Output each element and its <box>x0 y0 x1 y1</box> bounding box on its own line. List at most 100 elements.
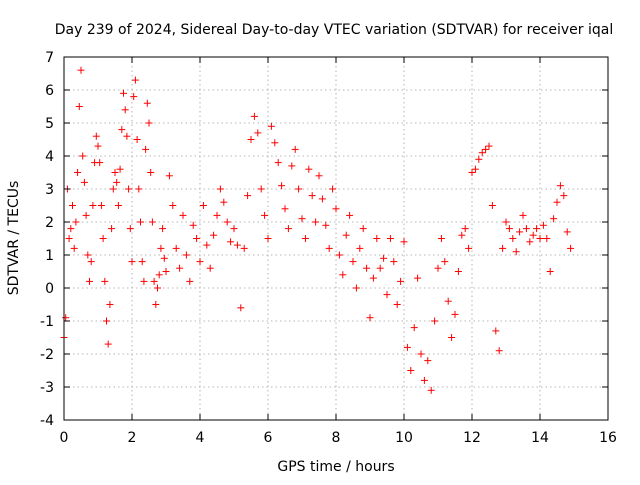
data-point <box>108 225 116 233</box>
data-point <box>339 271 347 279</box>
y-tick-label: -2 <box>40 347 54 363</box>
data-point <box>160 254 168 262</box>
data-point <box>97 202 105 209</box>
data-point <box>373 235 381 242</box>
data-point <box>550 215 558 223</box>
data-point <box>318 195 326 203</box>
y-tick-label: 0 <box>45 281 54 297</box>
x-tick-label: 0 <box>60 430 69 446</box>
data-point <box>468 169 476 176</box>
data-point <box>257 185 265 193</box>
data-point <box>410 324 418 332</box>
data-point <box>475 155 483 163</box>
data-point <box>526 238 534 246</box>
data-point <box>196 258 204 266</box>
data-point <box>495 347 503 355</box>
data-point <box>509 235 517 242</box>
data-point <box>407 367 415 374</box>
data-point <box>488 202 496 209</box>
data-point <box>223 218 231 226</box>
data-point <box>264 235 272 242</box>
x-tick-label: 8 <box>332 430 341 446</box>
data-point <box>295 185 303 193</box>
data-point <box>120 89 127 97</box>
y-tick-label: -4 <box>40 413 54 429</box>
data-point <box>92 132 100 140</box>
data-point <box>434 264 442 272</box>
data-point <box>116 165 124 173</box>
data-point <box>80 178 88 186</box>
data-point <box>519 211 527 219</box>
data-point <box>179 211 187 219</box>
data-point <box>130 93 138 101</box>
data-point <box>123 132 131 140</box>
data-point <box>118 126 126 134</box>
data-point <box>154 284 161 292</box>
data-point <box>383 291 391 299</box>
data-point <box>87 258 95 266</box>
data-points <box>60 66 575 394</box>
data-point <box>315 172 323 180</box>
data-point <box>499 244 507 252</box>
data-point <box>230 225 238 233</box>
data-point <box>79 152 87 160</box>
data-point <box>176 264 184 272</box>
data-point <box>111 169 119 176</box>
data-point <box>126 225 134 233</box>
data-point <box>359 225 367 233</box>
data-point <box>349 258 357 266</box>
data-point <box>159 225 167 233</box>
data-point <box>502 218 510 226</box>
data-point <box>281 205 289 213</box>
data-point <box>563 228 571 236</box>
data-point <box>109 185 117 193</box>
data-point <box>114 202 122 209</box>
data-point <box>529 231 537 239</box>
y-tick-label: 1 <box>45 248 54 264</box>
data-point <box>298 215 306 223</box>
data-point <box>271 139 279 147</box>
data-point <box>397 277 405 285</box>
data-point <box>366 314 374 322</box>
data-point <box>70 244 78 252</box>
data-point <box>82 211 90 219</box>
data-point <box>65 235 73 242</box>
data-point <box>101 277 109 285</box>
data-point <box>325 244 333 252</box>
data-point <box>121 106 129 114</box>
data-point <box>301 235 309 242</box>
data-point <box>128 258 136 266</box>
data-point <box>414 274 422 282</box>
data-point <box>227 238 235 246</box>
data-point <box>113 178 121 186</box>
data-point <box>539 221 547 229</box>
data-point <box>67 225 75 233</box>
data-point <box>148 218 156 226</box>
data-point <box>131 76 139 84</box>
data-point <box>492 327 500 335</box>
data-point <box>210 231 218 239</box>
data-point <box>157 244 165 252</box>
data-point <box>553 198 561 206</box>
data-point <box>278 182 286 190</box>
data-point <box>546 268 554 275</box>
data-point <box>536 235 544 242</box>
data-point <box>380 254 388 262</box>
data-point <box>240 244 248 252</box>
data-point <box>386 235 394 242</box>
data-point <box>86 277 93 285</box>
data-point <box>150 277 158 285</box>
data-point <box>274 159 282 167</box>
data-point <box>471 165 479 173</box>
data-point <box>444 297 452 305</box>
data-point <box>135 185 143 193</box>
data-point <box>427 386 435 394</box>
data-point <box>186 277 194 285</box>
data-point <box>363 264 371 272</box>
data-point <box>89 202 97 209</box>
data-point <box>369 274 377 282</box>
data-point <box>522 225 530 233</box>
x-tick-label: 14 <box>531 430 549 446</box>
data-point <box>162 268 170 275</box>
